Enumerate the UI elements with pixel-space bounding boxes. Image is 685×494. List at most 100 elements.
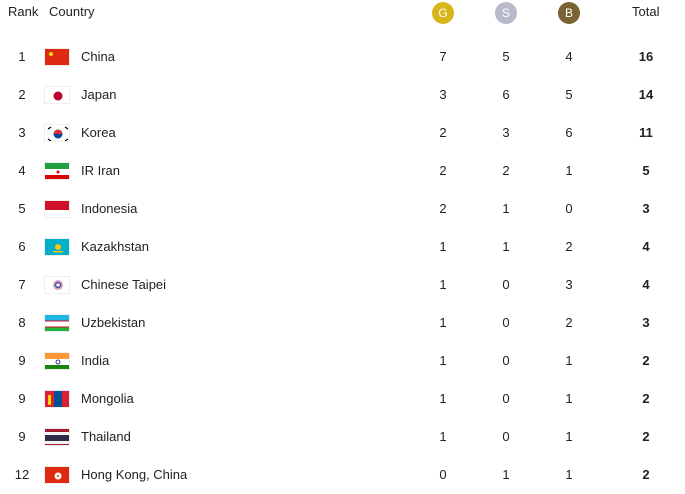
country-name[interactable]: India [81, 353, 110, 368]
silver-count: 0 [502, 429, 510, 444]
silver-count: 0 [502, 391, 510, 406]
total-count: 4 [642, 277, 650, 292]
rank: 1 [18, 49, 26, 64]
gold-count: 1 [439, 239, 447, 254]
country-name[interactable]: Indonesia [81, 201, 138, 216]
rank: 9 [18, 429, 26, 444]
gold-count: 7 [439, 49, 447, 64]
flag-korea-icon [44, 124, 70, 142]
flag-iran-icon [44, 162, 70, 180]
gold-count: 1 [439, 429, 447, 444]
bronze-count: 5 [565, 87, 573, 102]
rank: 3 [18, 125, 26, 140]
country-name[interactable]: China [81, 49, 115, 64]
bronze-count: 2 [565, 239, 573, 254]
gold-count: 3 [439, 87, 447, 102]
country-name[interactable]: Chinese Taipei [81, 277, 167, 292]
table-row[interactable]: 1 China 7 5 4 16 [0, 38, 685, 76]
bronze-medal-header[interactable]: B [558, 2, 580, 24]
country-name[interactable]: Korea [81, 125, 116, 140]
flag-japan-icon [44, 86, 70, 104]
silver-count: 1 [502, 201, 510, 216]
bronze-count: 1 [565, 467, 573, 482]
silver-count: 1 [502, 467, 510, 482]
table-row[interactable]: 9 India 1 0 1 2 [0, 342, 685, 380]
table-row[interactable]: 8 Uzbekistan 1 0 2 3 [0, 304, 685, 342]
bronze-count: 6 [565, 125, 573, 140]
country-name[interactable]: Hong Kong, China [81, 467, 188, 482]
flag-chinese-taipei-icon [44, 276, 70, 294]
table-row[interactable]: 6 Kazakhstan 1 1 2 4 [0, 228, 685, 266]
bronze-count: 2 [565, 315, 573, 330]
gold-medal-header[interactable]: G [432, 2, 454, 24]
gold-count: 1 [439, 277, 447, 292]
silver-count: 0 [502, 315, 510, 330]
gold-count: 1 [439, 353, 447, 368]
silver-count: 3 [502, 125, 510, 140]
total-count: 16 [638, 49, 654, 64]
country-name[interactable]: Kazakhstan [81, 239, 149, 254]
gold-count: 2 [439, 163, 447, 178]
country-name[interactable]: Japan [81, 87, 117, 102]
rank: 6 [18, 239, 26, 254]
bronze-count: 1 [565, 353, 573, 368]
gold-count: 0 [439, 467, 447, 482]
flag-mongolia-icon [44, 390, 70, 408]
total-header[interactable]: Total [632, 4, 660, 19]
silver-count: 0 [502, 277, 510, 292]
silver-count: 6 [502, 87, 510, 102]
silver-count: 2 [502, 163, 510, 178]
total-count: 2 [642, 429, 650, 444]
flag-kazakhstan-icon [44, 238, 70, 256]
rank: 12 [14, 467, 30, 482]
table-row[interactable]: 2 Japan 3 6 5 14 [0, 76, 685, 114]
country-name[interactable]: IR Iran [81, 163, 121, 178]
bronze-count: 0 [565, 201, 573, 216]
total-count: 5 [642, 163, 650, 178]
gold-count: 2 [439, 125, 447, 140]
rank: 4 [18, 163, 26, 178]
silver-count: 5 [502, 49, 510, 64]
rank: 9 [18, 353, 26, 368]
flag-thailand-icon [44, 428, 70, 446]
flag-hong-kong-icon [44, 466, 70, 484]
rank: 8 [18, 315, 26, 330]
flag-indonesia-icon [44, 200, 70, 218]
table-row[interactable]: 3 Korea 2 3 6 11 [0, 114, 685, 152]
flag-uzbekistan-icon [44, 314, 70, 332]
total-count: 11 [639, 125, 653, 140]
rank: 5 [18, 201, 26, 216]
rank: 9 [18, 391, 26, 406]
table-row[interactable]: 12 Hong Kong, China 0 1 1 2 [0, 456, 685, 494]
total-count: 2 [642, 391, 650, 406]
rank: 7 [18, 277, 26, 292]
table-row[interactable]: 4 IR Iran 2 2 1 5 [0, 152, 685, 190]
total-count: 3 [642, 315, 650, 330]
bronze-count: 4 [565, 49, 573, 64]
gold-count: 1 [439, 315, 447, 330]
table-row[interactable]: 9 Thailand 1 0 1 2 [0, 418, 685, 456]
bronze-count: 1 [565, 391, 573, 406]
bronze-count: 1 [565, 429, 573, 444]
country-name[interactable]: Thailand [81, 429, 131, 444]
gold-count: 1 [439, 391, 447, 406]
rank: 2 [18, 87, 26, 102]
rank-header[interactable]: Rank [8, 4, 39, 19]
table-row[interactable]: 9 Mongolia 1 0 1 2 [0, 380, 685, 418]
total-count: 4 [642, 239, 650, 254]
flag-india-icon [44, 352, 70, 370]
country-header[interactable]: Country [49, 4, 95, 19]
total-count: 2 [642, 467, 650, 482]
silver-medal-header[interactable]: S [495, 2, 517, 24]
table-row[interactable]: 5 Indonesia 2 1 0 3 [0, 190, 685, 228]
gold-count: 2 [439, 201, 447, 216]
country-name[interactable]: Mongolia [81, 391, 134, 406]
total-count: 3 [642, 201, 650, 216]
silver-count: 1 [502, 239, 510, 254]
bronze-count: 3 [565, 277, 573, 292]
silver-count: 0 [502, 353, 510, 368]
bronze-count: 1 [565, 163, 573, 178]
total-count: 2 [642, 353, 650, 368]
table-row[interactable]: 7 Chinese Taipei 1 0 3 4 [0, 266, 685, 304]
country-name[interactable]: Uzbekistan [81, 315, 146, 330]
